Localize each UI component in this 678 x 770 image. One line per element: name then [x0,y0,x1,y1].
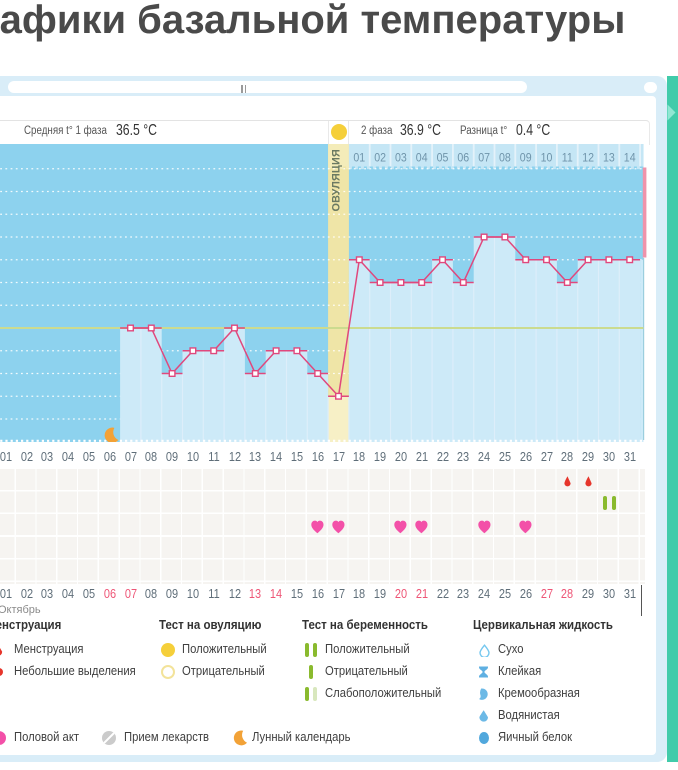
svg-text:10: 10 [541,152,553,165]
svg-text:02: 02 [374,152,386,165]
svg-text:14: 14 [624,152,636,165]
svg-text:06: 06 [457,152,469,165]
svg-text:01: 01 [353,152,365,165]
svg-text:09: 09 [520,152,532,165]
svg-text:04: 04 [416,152,428,165]
svg-text:03: 03 [395,152,407,165]
svg-text:05: 05 [437,152,449,165]
svg-text:13: 13 [603,152,615,165]
svg-text:08: 08 [499,152,511,165]
svg-text:07: 07 [478,152,490,165]
svg-text:11: 11 [562,152,573,165]
svg-text:12: 12 [582,152,594,165]
